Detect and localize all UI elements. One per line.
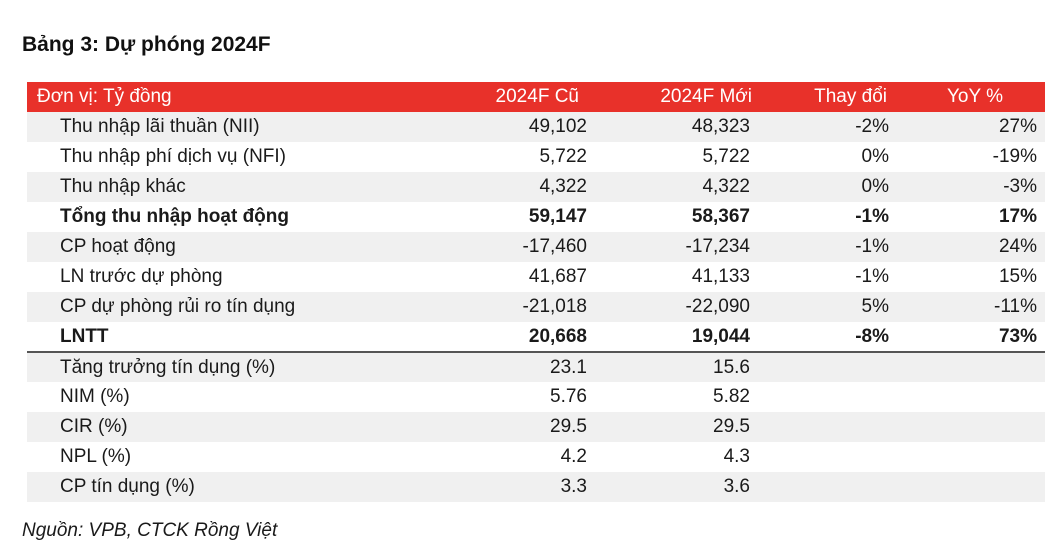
cell-yoy [907, 382, 1045, 412]
cell-yoy: 17% [998, 206, 1037, 227]
cell-yoy: 24% [998, 236, 1037, 257]
cell-change: 0% [861, 146, 889, 167]
cell-old: 41,687 [528, 266, 587, 287]
forecast-table: Đơn vị: Tỷ đồng 2024F Cũ 2024F Mới Thay … [27, 82, 1045, 502]
cell-new: -17,234 [685, 236, 750, 257]
table-row: Thu nhập phí dịch vụ (NFI) 5,722 5,722 0… [27, 142, 1045, 172]
row-label: Thu nhập phí dịch vụ (NFI) [60, 146, 286, 167]
cell-old: 29.5 [550, 416, 587, 437]
cell-old: 5,722 [539, 146, 587, 167]
forecast-table-container: Đơn vị: Tỷ đồng 2024F Cũ 2024F Mới Thay … [27, 82, 1045, 502]
cell-new: 3.6 [723, 476, 750, 497]
row-label: Tổng thu nhập hoạt động [60, 206, 289, 227]
cell-change: 5% [861, 296, 889, 317]
table-row: CIR (%) 29.5 29.5 [27, 412, 1045, 442]
table-row: Thu nhập lãi thuần (NII) 49,102 48,323 -… [27, 112, 1045, 142]
cell-yoy: -19% [992, 146, 1037, 167]
table-row: NIM (%) 5.76 5.82 [27, 382, 1045, 412]
cell-new: 29.5 [713, 416, 750, 437]
cell-change [752, 472, 907, 502]
cell-new: 41,133 [691, 266, 750, 287]
row-label: CP dự phòng rủi ro tín dụng [60, 296, 296, 317]
table-row: LN trước dự phòng 41,687 41,133 -1% 15% [27, 262, 1045, 292]
cell-new: 15.6 [713, 356, 750, 378]
header-unit: Đơn vị: Tỷ đồng [37, 86, 172, 107]
row-label: NPL (%) [60, 446, 132, 467]
cell-old: 3.3 [560, 476, 587, 497]
table-row: CP tín dụng (%) 3.3 3.6 [27, 472, 1045, 502]
source-note: Nguồn: VPB, CTCK Rồng Việt [22, 520, 278, 541]
table-row: CP dự phòng rủi ro tín dụng -21,018 -22,… [27, 292, 1045, 322]
cell-yoy: -11% [994, 296, 1037, 317]
cell-old: 23.1 [550, 356, 587, 378]
cell-change: -2% [855, 116, 889, 137]
table-header-row: Đơn vị: Tỷ đồng 2024F Cũ 2024F Mới Thay … [27, 82, 1045, 112]
cell-new: -22,090 [685, 296, 750, 317]
cell-new: 5.82 [713, 386, 750, 407]
cell-new: 5,722 [702, 146, 750, 167]
cell-yoy: 27% [998, 116, 1037, 137]
table-title: Bảng 3: Dự phóng 2024F [22, 33, 271, 56]
row-label: Tăng trưởng tín dụng (%) [60, 356, 276, 378]
cell-change [752, 382, 907, 412]
cell-new: 19,044 [607, 322, 752, 353]
cell-new: 4,322 [702, 176, 750, 197]
cell-yoy [907, 472, 1045, 502]
row-label: Thu nhập khác [60, 176, 186, 197]
header-2024f-new: 2024F Mới [660, 86, 752, 107]
cell-change: -8% [752, 322, 907, 353]
header-2024f-old: 2024F Cũ [495, 86, 579, 107]
header-yoy: YoY % [947, 86, 1003, 107]
table-row: Tăng trưởng tín dụng (%) 23.1 15.6 [27, 352, 1045, 382]
cell-old: -17,460 [522, 236, 587, 257]
cell-old: -21,018 [522, 296, 587, 317]
cell-old: 5.76 [550, 386, 587, 407]
cell-yoy: 73% [907, 322, 1045, 353]
cell-old: 59,147 [528, 206, 587, 227]
cell-yoy [907, 352, 1045, 382]
cell-change: -1% [855, 236, 889, 257]
header-change: Thay đổi [814, 86, 887, 107]
table-row-total: Tổng thu nhập hoạt động 59,147 58,367 -1… [27, 202, 1045, 232]
table-row: Thu nhập khác 4,322 4,322 0% -3% [27, 172, 1045, 202]
cell-change: -1% [855, 206, 889, 227]
row-label: Thu nhập lãi thuần (NII) [60, 116, 260, 137]
cell-yoy [907, 412, 1045, 442]
cell-change: 0% [861, 176, 889, 197]
cell-yoy [907, 442, 1045, 472]
cell-old: 20,668 [422, 322, 607, 353]
cell-new: 4.3 [723, 446, 750, 467]
row-label: CIR (%) [60, 416, 128, 437]
cell-yoy: -3% [1003, 176, 1037, 197]
row-label: NIM (%) [60, 386, 130, 407]
row-label: LN trước dự phòng [60, 266, 223, 287]
cell-change [752, 442, 907, 472]
cell-old: 49,102 [528, 116, 587, 137]
table-row: CP hoạt động -17,460 -17,234 -1% 24% [27, 232, 1045, 262]
cell-change [752, 352, 907, 382]
row-label: CP tín dụng (%) [60, 476, 195, 497]
table-row-pretax-profit: LNTT 20,668 19,044 -8% 73% [27, 322, 1045, 353]
cell-old: 4.2 [560, 446, 587, 467]
cell-change: -1% [855, 266, 889, 287]
cell-new: 48,323 [691, 116, 750, 137]
table-row: NPL (%) 4.2 4.3 [27, 442, 1045, 472]
cell-old: 4,322 [539, 176, 587, 197]
cell-change [752, 412, 907, 442]
row-label: LNTT [27, 322, 422, 353]
row-label: CP hoạt động [60, 236, 176, 257]
cell-new: 58,367 [691, 206, 750, 227]
cell-yoy: 15% [998, 266, 1037, 287]
